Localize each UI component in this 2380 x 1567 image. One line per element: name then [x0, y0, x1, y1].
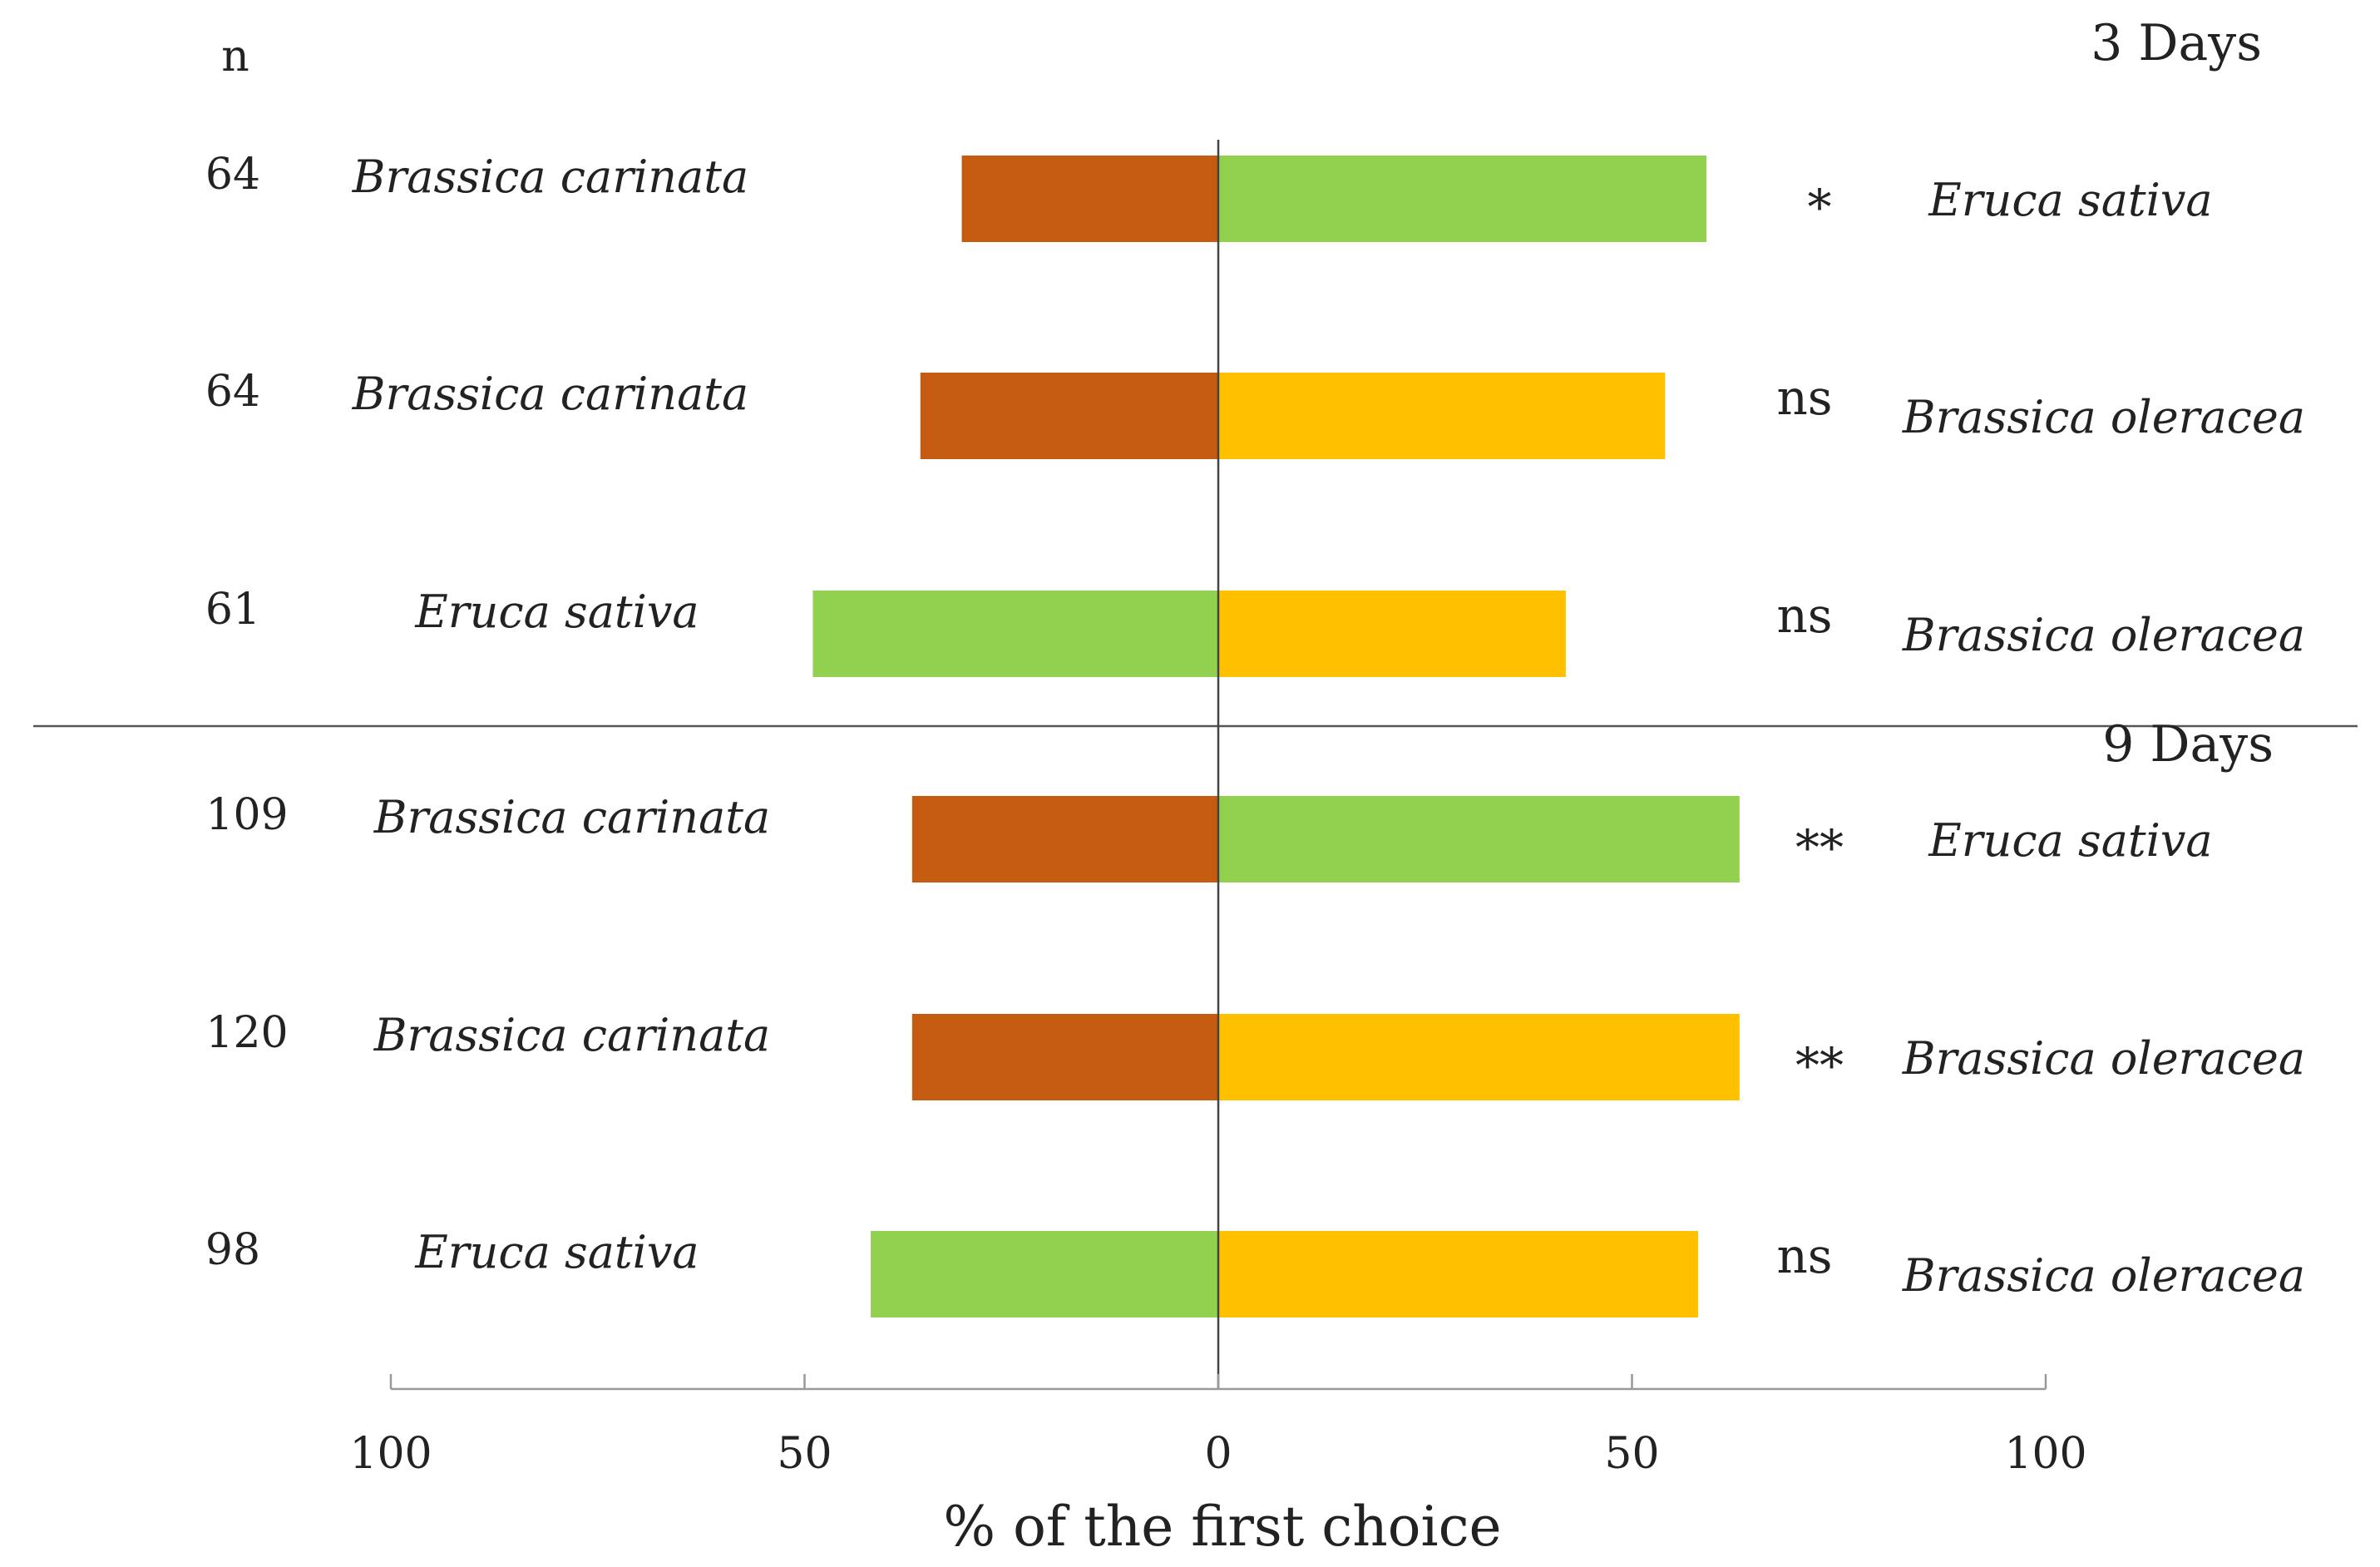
- left-species-label: Eruca sativa: [414, 1226, 699, 1278]
- left-species-label: Eruca sativa: [414, 586, 699, 638]
- right-species-label: Brassica oleracea: [1902, 1032, 2305, 1085]
- right-species-label: Eruca sativa: [1928, 814, 2212, 867]
- significance-label: ns: [1776, 1228, 1832, 1284]
- bar-right: [1218, 591, 1566, 677]
- bar-right: [1218, 1231, 1699, 1317]
- bar-left: [961, 156, 1218, 242]
- right-species-label: Brassica oleracea: [1902, 1249, 2305, 1302]
- x-tick-label: 50: [1604, 1429, 1659, 1479]
- n-count: 64: [205, 367, 260, 417]
- significance-label: *: [1808, 179, 1832, 235]
- right-species-label: Brassica oleracea: [1902, 391, 2305, 443]
- lines-layer: [33, 140, 2358, 1391]
- significance-label: ns: [1776, 587, 1832, 644]
- bar-left: [812, 591, 1218, 677]
- n-header: n: [221, 32, 249, 82]
- right-species-label: Brassica oleracea: [1902, 609, 2305, 661]
- x-axis-label: % of the first choice: [943, 1495, 1501, 1559]
- n-count: 109: [205, 790, 288, 840]
- bar-left: [911, 796, 1218, 882]
- left-species-label: Brassica carinata: [373, 1009, 770, 1061]
- labels-layer: n 3 Days 64 Brassica carinata * Eruca sativa 6…: [205, 14, 2305, 1559]
- panel-label: 9 Days: [2102, 715, 2274, 774]
- n-count: 98: [205, 1225, 260, 1275]
- bar-left: [920, 373, 1218, 459]
- x-tick-label: 50: [777, 1429, 832, 1479]
- panel-label: 3 Days: [2091, 14, 2262, 72]
- left-species-label: Brassica carinata: [352, 368, 748, 420]
- n-count: 120: [205, 1008, 288, 1058]
- x-tick-label: 0: [1204, 1429, 1232, 1479]
- x-tick-label: 100: [349, 1429, 432, 1479]
- left-species-label: Brassica carinata: [373, 791, 770, 843]
- significance-label: **: [1795, 1037, 1844, 1094]
- bar-right: [1218, 373, 1666, 459]
- bar-left: [871, 1231, 1218, 1317]
- x-tick-label: 100: [2004, 1429, 2086, 1479]
- n-count: 61: [205, 585, 260, 635]
- n-count: 64: [205, 150, 260, 200]
- bars-layer: [812, 156, 1740, 1317]
- bar-right: [1218, 796, 1740, 882]
- bar-left: [911, 1014, 1218, 1100]
- bar-right: [1218, 1014, 1740, 1100]
- significance-label: ns: [1776, 369, 1832, 426]
- bar-right: [1218, 156, 1707, 242]
- left-species-label: Brassica carinata: [352, 151, 748, 203]
- right-species-label: Eruca sativa: [1928, 174, 2212, 226]
- significance-label: **: [1795, 819, 1844, 876]
